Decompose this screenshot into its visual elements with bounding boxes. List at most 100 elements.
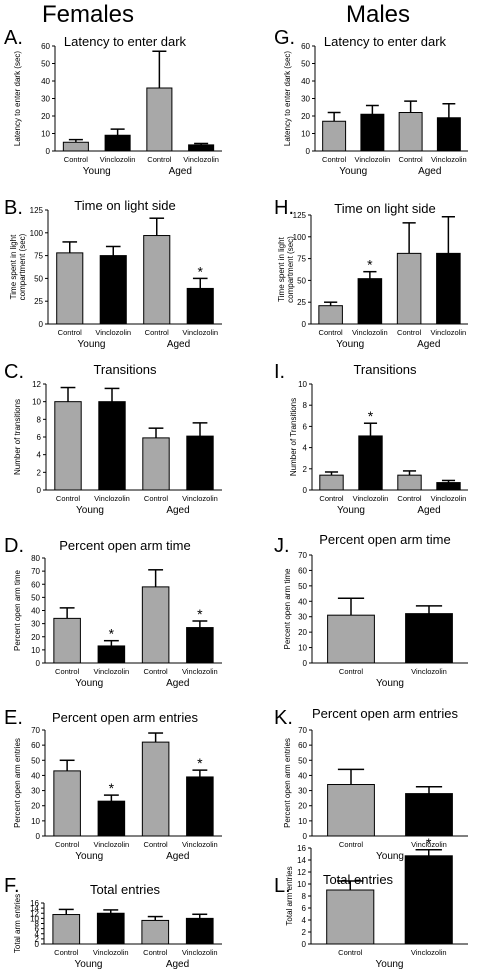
chart-title: Latency to enter dark	[324, 34, 447, 49]
x-tick-label: Vinclozolin	[355, 155, 391, 164]
y-tick-label: 10	[32, 398, 41, 407]
significance-star: *	[109, 780, 115, 796]
y-tick-label: 4	[303, 444, 308, 453]
y-tick-label: 0	[303, 659, 308, 668]
group-label: Young	[376, 959, 404, 970]
x-tick-label: Control	[147, 155, 172, 164]
y-tick-label: 4	[35, 930, 40, 939]
y-tick-label: 20	[301, 112, 310, 121]
y-tick-label: 10	[298, 644, 307, 653]
x-tick-label: Vinclozolin	[353, 494, 389, 503]
bar	[141, 919, 170, 945]
x-tick-label: Control	[58, 328, 83, 337]
group-label: Young	[376, 678, 404, 689]
bar	[327, 784, 375, 837]
bar	[104, 134, 131, 152]
y-tick-label: 2	[302, 928, 307, 937]
panel-letter: D.	[4, 535, 24, 557]
y-axis-label: Percent open arm time	[283, 568, 292, 649]
bar	[436, 482, 461, 491]
y-tick-label: 50	[31, 756, 40, 765]
y-tick-label: 50	[298, 582, 307, 591]
y-tick-label: 10	[298, 817, 307, 826]
group-label: Young	[76, 505, 104, 516]
panel-k: K. Percent open arm entries Percent open a…	[274, 706, 468, 862]
y-tick-label: 8	[35, 920, 40, 929]
x-tick-label: Vinclozolin	[182, 948, 218, 957]
y-tick-label: 10	[30, 914, 39, 923]
bar	[53, 770, 81, 837]
bar	[53, 617, 81, 664]
bar	[360, 113, 385, 152]
y-tick-label: 75	[34, 252, 43, 261]
panel-b: B. Time on light side Time spent in lightc…	[4, 197, 222, 350]
panel-j: J. Percent open arm time Percent open arm …	[274, 532, 468, 689]
bar	[326, 889, 375, 945]
group-label: Young	[75, 678, 103, 689]
panel-letter: G.	[274, 27, 295, 49]
panel-e: E. Percent open arm entries Percent open a…	[4, 707, 222, 862]
y-axis-label: Percent open arm entries	[13, 738, 22, 828]
y-tick-label: 16	[297, 844, 306, 853]
y-tick-label: 10	[297, 880, 306, 889]
x-tick-label: Control	[339, 667, 364, 676]
y-tick-label: 4	[302, 916, 307, 925]
bar	[56, 252, 84, 325]
x-tick-label: Vinclozolin	[182, 494, 218, 503]
group-label: Aged	[417, 339, 440, 350]
y-tick-label: 20	[298, 628, 307, 637]
y-tick-label: 2	[35, 935, 40, 944]
chart-title: Latency to enter dark	[64, 34, 187, 49]
x-tick-label: Vinclozolin	[352, 328, 388, 337]
x-tick-label: Vinclozolin	[94, 840, 130, 849]
significance-star: *	[368, 408, 374, 424]
x-tick-label: Control	[338, 948, 363, 957]
y-tick-label: 60	[41, 42, 50, 51]
panel-letter: H.	[274, 197, 294, 219]
y-tick-label: 2	[37, 468, 42, 477]
x-tick-label: Control	[339, 840, 364, 849]
bar	[97, 800, 126, 837]
y-tick-label: 8	[37, 415, 42, 424]
y-tick-label: 30	[31, 787, 40, 796]
y-tick-label: 40	[298, 771, 307, 780]
panels: A. Latency to enter dark Latency to enter …	[4, 27, 468, 970]
y-tick-label: 0	[36, 832, 41, 841]
y-axis-label: Total arm entries	[285, 866, 294, 925]
y-tick-label: 100	[30, 229, 44, 238]
y-tick-label: 25	[297, 298, 306, 307]
y-tick-label: 75	[297, 255, 306, 264]
bar	[319, 474, 344, 491]
bar	[358, 435, 383, 491]
bar	[405, 793, 453, 837]
x-tick-label: Vinclozolin	[431, 155, 467, 164]
y-tick-label: 12	[297, 868, 306, 877]
y-tick-label: 125	[30, 206, 44, 215]
panel-letter: I.	[274, 361, 285, 383]
group-label: Aged	[166, 678, 189, 689]
x-tick-label: Control	[399, 155, 424, 164]
y-axis-label: Latency to enter dark (sec)	[283, 51, 292, 146]
x-tick-label: Vinclozolin	[411, 948, 447, 957]
y-tick-label: 125	[293, 211, 307, 220]
y-axis-label: Total arm entries	[13, 894, 22, 953]
y-tick-label: 60	[298, 566, 307, 575]
bar	[318, 305, 343, 325]
y-tick-label: 0	[302, 320, 307, 329]
chart-title: Percent open arm entries	[312, 706, 458, 721]
y-tick-label: 25	[34, 297, 43, 306]
x-tick-label: Control	[54, 948, 79, 957]
panel-d: D. Percent open arm time Percent open arm …	[4, 535, 222, 689]
y-tick-label: 6	[35, 925, 40, 934]
y-tick-label: 10	[298, 380, 307, 389]
y-tick-label: 70	[31, 726, 40, 735]
bar	[436, 117, 461, 152]
bar	[142, 437, 170, 491]
bar	[62, 141, 89, 152]
group-label: Young	[336, 339, 364, 350]
y-tick-label: 8	[303, 401, 308, 410]
chart-title: Transitions	[93, 362, 157, 377]
x-tick-label: Vinclozolin	[100, 155, 136, 164]
y-tick-label: 40	[31, 771, 40, 780]
panel-l: L. Total entries Total arm entries 0 2 4 6 8 10 1…	[274, 835, 468, 970]
